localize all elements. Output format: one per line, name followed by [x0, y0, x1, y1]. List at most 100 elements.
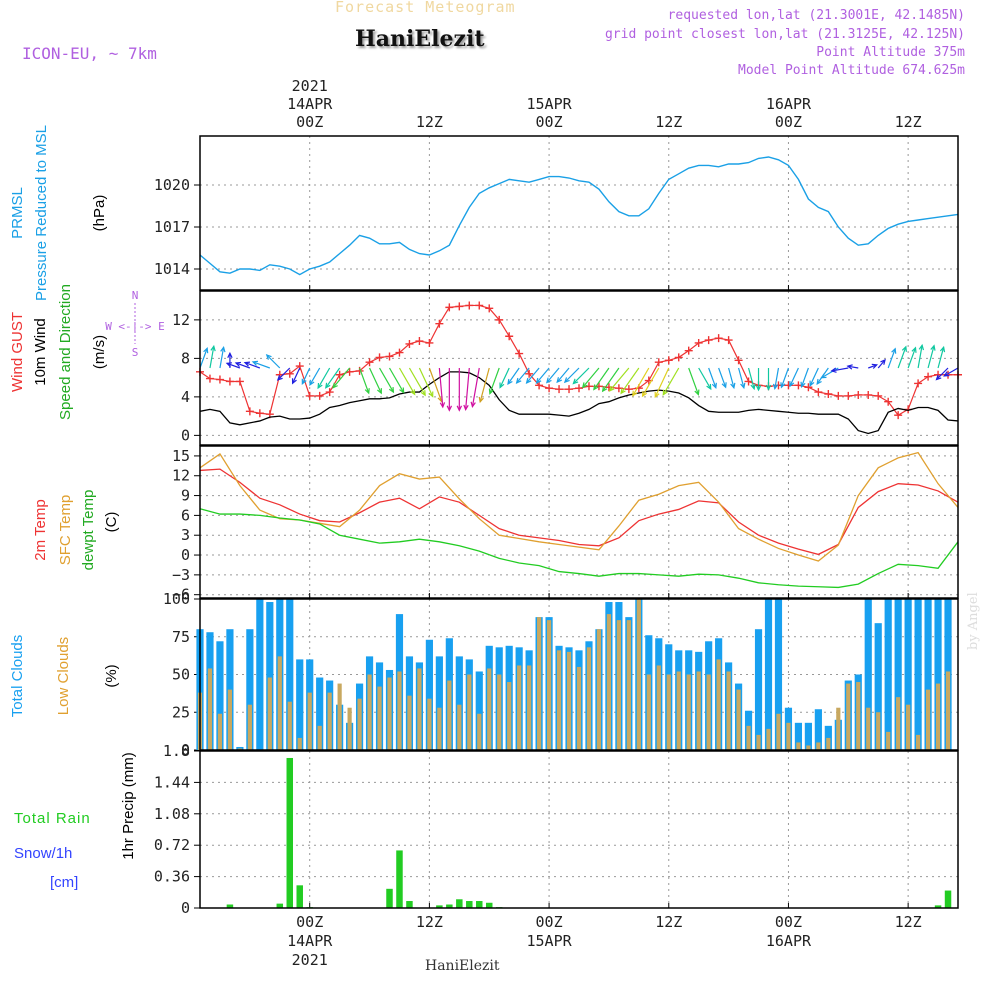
gust-point	[485, 304, 494, 313]
model-altitude: Model Point Altitude 674.625m	[738, 63, 965, 78]
low-cloud-bar	[896, 697, 901, 750]
wind-arrow-head	[546, 377, 552, 384]
gust-point	[415, 337, 424, 346]
low-cloud-bar	[876, 712, 881, 750]
wind-direction-arrow	[654, 367, 670, 398]
low-cloud-bar	[307, 692, 312, 750]
wind-arrow-head	[439, 402, 446, 409]
gust-point	[455, 302, 464, 311]
wind-direction-arrow	[789, 367, 799, 387]
total-cloud-bar	[764, 599, 773, 750]
wind-direction-arrow	[774, 367, 780, 389]
gridpoint-coords: grid point closest lon,lat (21.3125E, 42…	[604, 27, 965, 42]
wind-direction-arrow	[737, 367, 745, 388]
low-cloud-bar	[706, 674, 711, 750]
wind-direction-arrow	[780, 367, 790, 388]
low-cloud-bar	[746, 725, 751, 750]
low-cloud-bar	[207, 668, 213, 750]
temperature-ytick-label: 12	[172, 467, 190, 485]
gust-point	[714, 334, 723, 343]
temperature-ytick-label: 9	[181, 487, 190, 505]
wind-arrow-head	[891, 347, 897, 354]
precipitation-panel: 0 0.36 0.72 1.08 1.44 1.8	[154, 742, 958, 917]
low-cloud-bar	[387, 677, 392, 750]
wind-arrow-head	[816, 378, 822, 386]
gust-point	[854, 390, 863, 399]
gust-point	[215, 375, 224, 384]
gust-point	[704, 336, 713, 345]
wind-arrow-head	[388, 387, 395, 394]
top-date-label: 15APR	[527, 95, 573, 113]
gust-point	[624, 385, 633, 394]
wind-direction-arrow	[428, 367, 443, 402]
low-cloud-bar	[686, 674, 691, 750]
gust-point	[245, 407, 254, 416]
gust-point	[804, 383, 813, 392]
low-cloud-bar	[237, 748, 242, 750]
low-cloud-bar	[916, 734, 921, 750]
temperature-panel: −6 −3 0 3 69 12 15	[172, 446, 959, 604]
total-cloud-bar	[794, 722, 803, 750]
wind-direction-arrow	[438, 367, 444, 408]
wind-arrow-head	[593, 384, 599, 391]
total-cloud-bar	[804, 722, 812, 750]
wind-arrow-head	[225, 362, 233, 368]
top-time-label: 00Z	[775, 113, 802, 131]
gust-point	[884, 397, 893, 406]
temperature-ytick-label: −6	[172, 586, 190, 604]
low-cloud-bar	[636, 599, 641, 750]
wind-arrow-head	[930, 344, 936, 351]
total-cloud-bar	[435, 656, 443, 750]
wind-arrow-head	[265, 354, 272, 360]
low-cloud-bar	[377, 686, 382, 750]
wind-direction-arrow	[465, 367, 470, 410]
low-clouds-label: Low Clouds	[55, 637, 72, 715]
top-time-label: 12Z	[416, 113, 443, 131]
low-cloud-bar	[866, 707, 871, 750]
precipitation-ytick-label: 0.72	[154, 836, 190, 854]
wind-arrow-head	[632, 390, 638, 397]
low-cloud-bar	[317, 725, 322, 750]
low-cloud-bar	[437, 707, 442, 750]
wind-direction-arrow	[388, 367, 405, 393]
precip-unit-label: 1hr Precip (mm)	[120, 752, 137, 860]
gust-point	[814, 388, 823, 397]
temp-unit-label: (C)	[103, 512, 120, 533]
gust-point	[694, 338, 703, 347]
pressure-panel: 1014 1017 1020	[154, 136, 959, 290]
low-cloud-bar	[407, 695, 412, 750]
total-cloud-bar	[924, 599, 932, 750]
gust-point	[495, 315, 504, 324]
wind-arrow-head	[809, 380, 815, 387]
gust-point	[385, 352, 394, 361]
wind-direction-arrow	[499, 367, 510, 388]
low-cloud-bar	[217, 713, 223, 750]
wind-arrow-head	[210, 344, 216, 352]
wind-direction-arrow	[809, 367, 819, 386]
low-cloud-bar	[576, 666, 582, 750]
compass-east-west: W <-|-> E	[105, 320, 165, 333]
total-cloud-bar	[266, 602, 274, 750]
total-cloud-bar	[884, 599, 892, 750]
wind-direction-arrow	[831, 367, 849, 372]
wind-arrow-head	[499, 382, 505, 389]
bottom-time-label: 12Z	[655, 913, 682, 931]
gust-point	[654, 358, 663, 367]
low-cloud-bar	[507, 682, 512, 750]
wind-arrow-head	[251, 360, 259, 366]
low-cloud-bar	[646, 674, 651, 750]
wind-ytick-label: 8	[181, 349, 190, 367]
wind-arrow-head	[220, 345, 226, 353]
wind-unit-label: (m/s)	[91, 335, 108, 369]
clouds-ytick-label: 100	[163, 590, 190, 608]
low-cloud-bar	[945, 671, 951, 750]
bottom-date-label: 14APR	[287, 932, 333, 950]
wind-direction-arrow	[936, 367, 949, 380]
rain-bar	[436, 905, 443, 908]
wind-direction-arrow	[398, 367, 416, 395]
gust-point	[225, 377, 234, 386]
rain-bar	[485, 902, 493, 908]
requested-coords: requested lon,lat (21.3001E, 42.1485N)	[667, 8, 965, 23]
clouds-panel: 0 25 50 75 100	[163, 590, 958, 759]
wind-arrow-head	[772, 383, 779, 391]
